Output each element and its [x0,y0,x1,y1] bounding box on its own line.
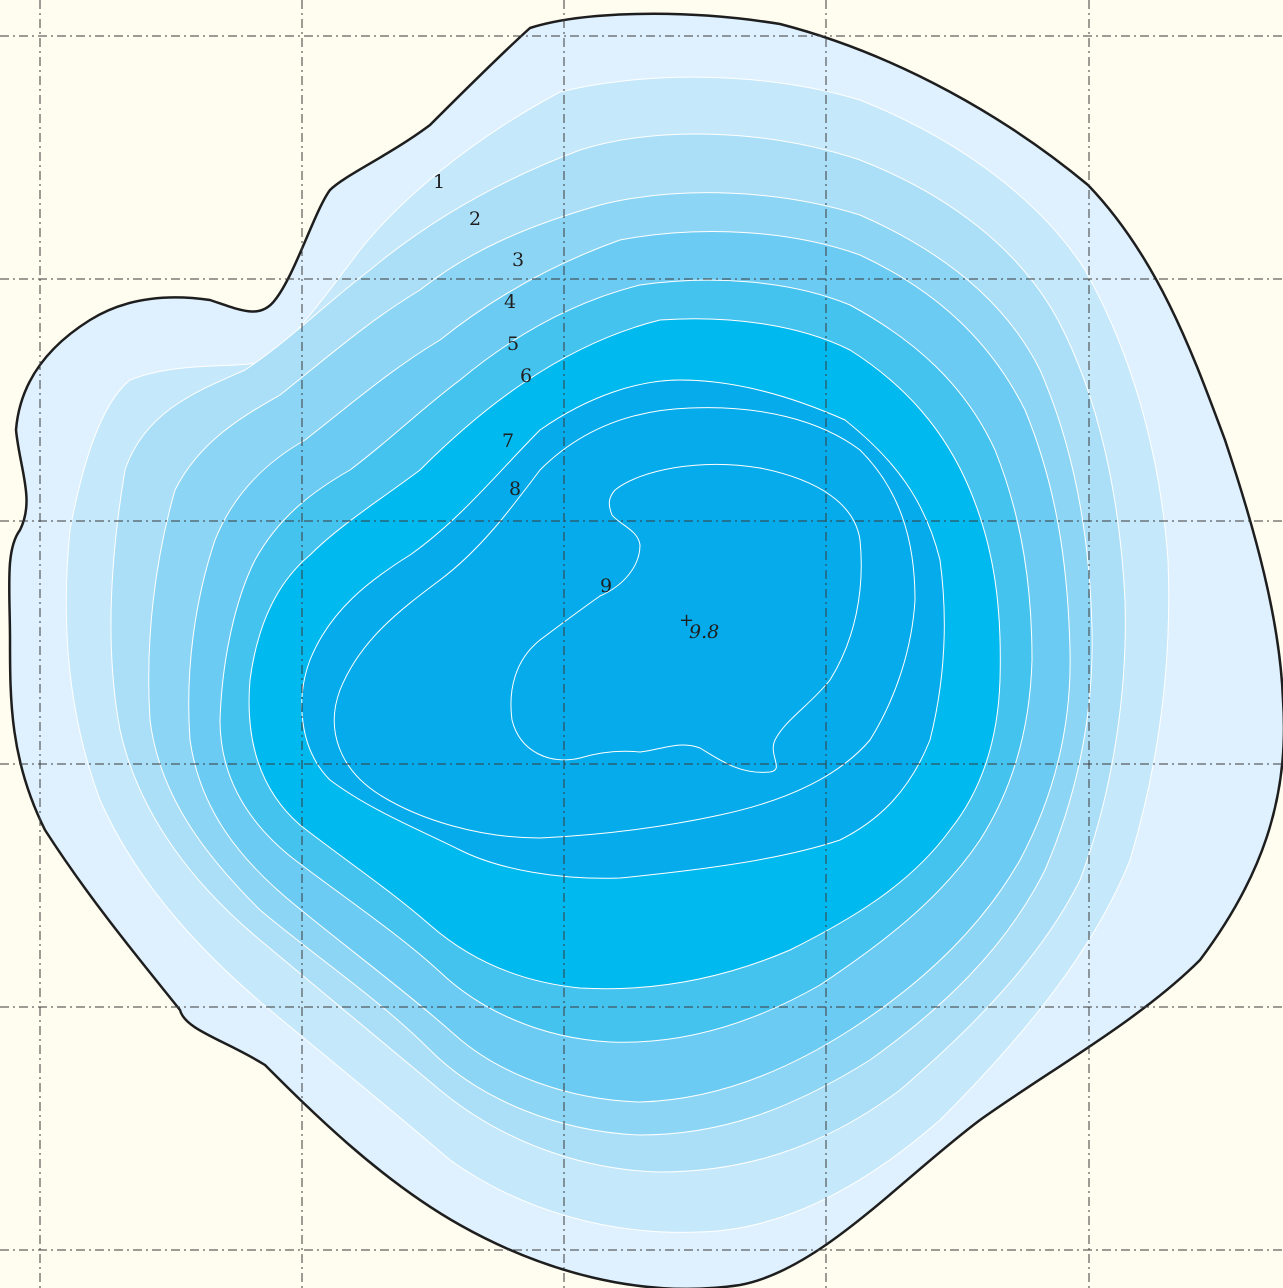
shoreline [7,12,1283,1288]
depth-label-4: 4 [504,291,516,313]
depth-zone-7-8 [301,379,945,879]
max-depth-label: 9.8 [689,621,719,643]
deepest-point-marker: + [679,610,694,631]
depth-label-8: 8 [509,478,521,500]
depth-label-3: 3 [512,249,524,271]
depth-label-6: 6 [520,365,532,387]
depth-label-2: 2 [469,208,481,230]
deepest-point: + 9.8 [679,610,719,643]
contour-line-8 [333,407,916,839]
depth-labels: 1 2 3 4 5 6 7 8 9 [433,171,612,597]
depth-label-9: 9 [600,575,612,597]
depth-zones [9,13,1283,1288]
contour-line-9 [510,463,862,773]
depth-label-7: 7 [502,430,514,452]
depth-label-1: 1 [433,171,445,193]
interior-contours [333,407,916,839]
depth-label-5: 5 [507,333,519,355]
